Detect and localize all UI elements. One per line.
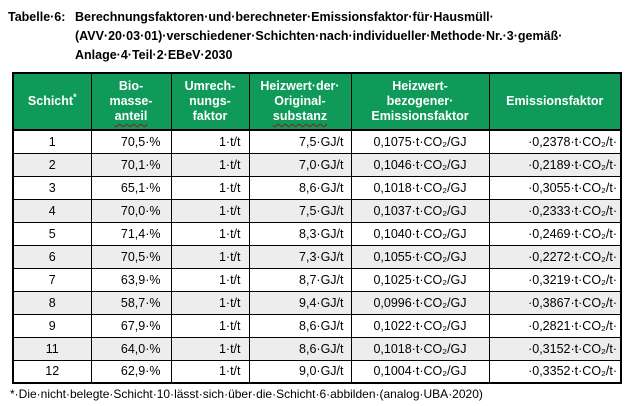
table-row: 12 62,9·% 1·t/t 9,0·GJ/t 0,1004·t·CO₂/GJ… [12, 359, 622, 384]
cell-heizwert: 7,5·GJ/t [248, 198, 352, 223]
col-header-heizwert-originalsubstanz: Heizwert·der· Original- substanz [248, 72, 352, 131]
footnote-marker: * [73, 91, 77, 102]
table-caption-line-3: Anlage·4·Teil·2·EBeV·2030 [75, 48, 233, 62]
cell-heizwert: 8,3·GJ/t [248, 221, 352, 246]
cell-umrechnungsfaktor: 1·t/t [170, 313, 250, 338]
cell-heizwertbezogener-emissionsfaktor: 0,1046·t·CO₂/GJ [350, 152, 490, 177]
table-caption-number: Tabelle·6: [8, 10, 66, 24]
table-header-row: Schicht* Bio- masse- anteil Umrech- nung… [12, 72, 622, 131]
cell-biomasseanteil: 63,9·% [90, 267, 172, 292]
table-caption-line-1: Berechnungsfaktoren·und·berechneter·Emis… [75, 10, 494, 24]
cell-umrechnungsfaktor: 1·t/t [170, 336, 250, 361]
cell-heizwertbezogener-emissionsfaktor: 0,1040·t·CO₂/GJ [350, 221, 490, 246]
cell-biomasseanteil: 70,1·% [90, 152, 172, 177]
col-header-umrechnungsfaktor: Umrech- nungs- faktor [170, 72, 250, 131]
cell-schicht: 5 [12, 221, 92, 246]
cell-biomasseanteil: 64,0·% [90, 336, 172, 361]
cell-biomasseanteil: 65,1·% [90, 175, 172, 200]
cell-schicht: 4 [12, 198, 92, 223]
emission-factors-table: Schicht* Bio- masse- anteil Umrech- nung… [12, 72, 622, 384]
table-row: 5 71,4·% 1·t/t 8,3·GJ/t 0,1040·t·CO₂/GJ … [12, 221, 622, 246]
cell-heizwertbezogener-emissionsfaktor: 0,1037·t·CO₂/GJ [350, 198, 490, 223]
cell-emissionsfaktor: ·0,3055·t·CO₂/t· [488, 175, 622, 200]
table-row: 4 70,0·% 1·t/t 7,5·GJ/t 0,1037·t·CO₂/GJ … [12, 198, 622, 223]
cell-biomasseanteil: 67,9·% [90, 313, 172, 338]
cell-umrechnungsfaktor: 1·t/t [170, 152, 250, 177]
table-row: 11 64,0·% 1·t/t 8,6·GJ/t 0,1018·t·CO₂/GJ… [12, 336, 622, 361]
table-row: 9 67,9·% 1·t/t 8,6·GJ/t 0,1022·t·CO₂/GJ … [12, 313, 622, 338]
cell-heizwert: 8,7·GJ/t [248, 267, 352, 292]
cell-emissionsfaktor: ·0,2272·t·CO₂/t· [488, 244, 622, 269]
cell-biomasseanteil: 62,9·% [90, 359, 172, 384]
cell-umrechnungsfaktor: 1·t/t [170, 290, 250, 315]
cell-heizwert: 8,6·GJ/t [248, 175, 352, 200]
table-caption: Tabelle·6: Berechnungsfaktoren·und·berec… [0, 0, 628, 65]
cell-heizwert: 8,6·GJ/t [248, 313, 352, 338]
cell-heizwertbezogener-emissionsfaktor: 0,1055·t·CO₂/GJ [350, 244, 490, 269]
table-row: 2 70,1·% 1·t/t 7,0·GJ/t 0,1046·t·CO₂/GJ … [12, 152, 622, 177]
cell-heizwertbezogener-emissionsfaktor: 0,0996·t·CO₂/GJ [350, 290, 490, 315]
cell-emissionsfaktor: ·0,3152·t·CO₂/t· [488, 336, 622, 361]
table-caption-line-2: (AVV·20·03·01)·verschiedener·Schichten·n… [75, 29, 563, 43]
col-header-heizwertbezogener-emissionsfaktor: Heizwert- bezogener· Emissionsfaktor [350, 72, 490, 131]
cell-schicht: 3 [12, 175, 92, 200]
cell-schicht: 1 [12, 129, 92, 154]
table-row: 7 63,9·% 1·t/t 8,7·GJ/t 0,1025·t·CO₂/GJ … [12, 267, 622, 292]
cell-emissionsfaktor: ·0,2189·t·CO₂/t· [488, 152, 622, 177]
cell-biomasseanteil: 58,7·% [90, 290, 172, 315]
cell-schicht: 8 [12, 290, 92, 315]
cell-emissionsfaktor: ·0,2378·t·CO₂/t· [488, 129, 622, 154]
cell-umrechnungsfaktor: 1·t/t [170, 175, 250, 200]
cell-biomasseanteil: 70,5·% [90, 129, 172, 154]
cell-heizwertbezogener-emissionsfaktor: 0,1018·t·CO₂/GJ [350, 336, 490, 361]
cell-heizwertbezogener-emissionsfaktor: 0,1004·t·CO₂/GJ [350, 359, 490, 384]
col-header-emissionsfaktor: Emissionsfaktor [488, 72, 622, 131]
cell-heizwert: 9,4·GJ/t [248, 290, 352, 315]
cell-umrechnungsfaktor: 1·t/t [170, 221, 250, 246]
spellcheck-underline: substanz [272, 109, 328, 123]
cell-schicht: 7 [12, 267, 92, 292]
cell-biomasseanteil: 70,5·% [90, 244, 172, 269]
cell-schicht: 6 [12, 244, 92, 269]
cell-heizwert: 7,3·GJ/t [248, 244, 352, 269]
table-row: 3 65,1·% 1·t/t 8,6·GJ/t 0,1018·t·CO₂/GJ … [12, 175, 622, 200]
footnote: *·Die·nicht·belegte·Schicht·10·lässt·sic… [10, 387, 483, 401]
cell-schicht: 2 [12, 152, 92, 177]
cell-umrechnungsfaktor: 1·t/t [170, 359, 250, 384]
cell-heizwert: 7,0·GJ/t [248, 152, 352, 177]
col-header-schicht-label: Schicht [27, 94, 74, 108]
cell-schicht: 9 [12, 313, 92, 338]
col-header-biomasseanteil: Bio- masse- anteil [90, 72, 172, 131]
table-caption-text: Berechnungsfaktoren·und·berechneter·Emis… [75, 8, 562, 65]
cell-biomasseanteil: 70,0·% [90, 198, 172, 223]
cell-heizwertbezogener-emissionsfaktor: 0,1022·t·CO₂/GJ [350, 313, 490, 338]
table-row: 8 58,7·% 1·t/t 9,4·GJ/t 0,0996·t·CO₂/GJ … [12, 290, 622, 315]
cell-schicht: 12 [12, 359, 92, 384]
cell-emissionsfaktor: ·0,3219·t·CO₂/t· [488, 267, 622, 292]
cell-heizwert: 7,5·GJ/t [248, 129, 352, 154]
cell-emissionsfaktor: ·0,3352·t·CO₂/t· [488, 359, 622, 384]
cell-umrechnungsfaktor: 1·t/t [170, 129, 250, 154]
table-row: 1 70,5·% 1·t/t 7,5·GJ/t 0,1075·t·CO₂/GJ … [12, 129, 622, 154]
col-header-schicht: Schicht* [12, 72, 92, 131]
cell-umrechnungsfaktor: 1·t/t [170, 244, 250, 269]
cell-emissionsfaktor: ·0,2821·t·CO₂/t· [488, 313, 622, 338]
cell-biomasseanteil: 71,4·% [90, 221, 172, 246]
cell-umrechnungsfaktor: 1·t/t [170, 198, 250, 223]
cell-umrechnungsfaktor: 1·t/t [170, 267, 250, 292]
spellcheck-underline: anteil [114, 109, 148, 123]
table-row: 6 70,5·% 1·t/t 7,3·GJ/t 0,1055·t·CO₂/GJ … [12, 244, 622, 269]
cell-heizwertbezogener-emissionsfaktor: 0,1025·t·CO₂/GJ [350, 267, 490, 292]
cell-heizwertbezogener-emissionsfaktor: 0,1075·t·CO₂/GJ [350, 129, 490, 154]
cell-schicht: 11 [12, 336, 92, 361]
cell-emissionsfaktor: ·0,2469·t·CO₂/t· [488, 221, 622, 246]
cell-heizwert: 9,0·GJ/t [248, 359, 352, 384]
cell-emissionsfaktor: ·0,2333·t·CO₂/t· [488, 198, 622, 223]
cell-emissionsfaktor: ·0,3867·t·CO₂/t· [488, 290, 622, 315]
cell-heizwertbezogener-emissionsfaktor: 0,1018·t·CO₂/GJ [350, 175, 490, 200]
cell-heizwert: 8,6·GJ/t [248, 336, 352, 361]
